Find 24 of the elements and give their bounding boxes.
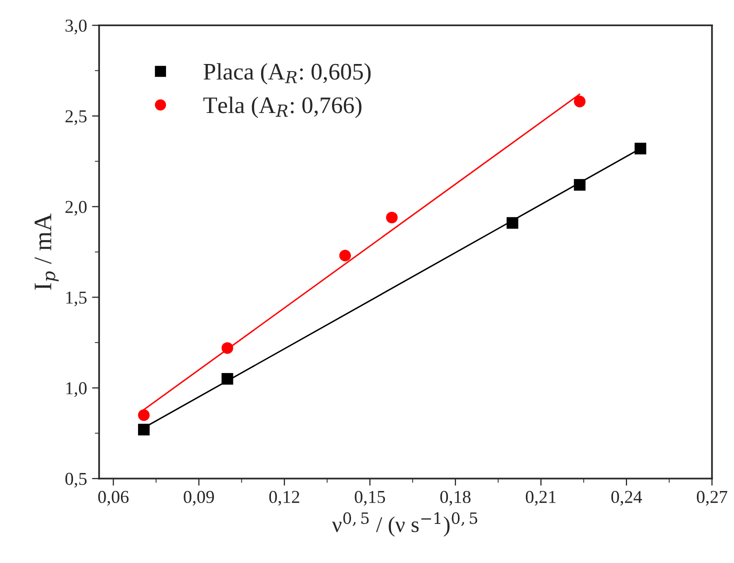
x-axis-title: ν$^{0,5}$ / (ν s$^{−1}$)$^{0,5}$ xyxy=(332,512,478,537)
y-tick-label: 2,5 xyxy=(66,110,87,126)
point xyxy=(339,250,351,262)
point xyxy=(574,96,586,108)
x-tick-label: 0,09 xyxy=(184,490,214,506)
x-tick-label: 0,18 xyxy=(440,490,471,506)
x-tick-label: 0,15 xyxy=(354,490,385,506)
y-tick-label: 0,5 xyxy=(65,472,87,488)
x-tick-label: 0,24 xyxy=(611,490,642,506)
legend-label: Placa (A$_{R}$: 0,605) xyxy=(204,63,371,85)
x-tick-label: 0,12 xyxy=(269,490,300,506)
point xyxy=(138,424,150,436)
x-tick-label: 0,21 xyxy=(526,490,556,506)
y-tick-label: 1,0 xyxy=(66,382,87,397)
point xyxy=(138,409,150,421)
x-tick-label: 0,27 xyxy=(696,490,728,506)
y-tick-label: 2,0 xyxy=(66,200,87,216)
point xyxy=(634,142,646,154)
legend-label: Tela (A$_{R}$: 0,766) xyxy=(203,96,362,118)
point xyxy=(386,212,398,224)
y-axis-title: I$_{p}$ / mA xyxy=(34,214,59,290)
x-tick-label: 0,06 xyxy=(98,490,129,506)
y-tick-label: 3,0 xyxy=(66,20,87,34)
y-tick-label: 1,5 xyxy=(66,292,87,306)
